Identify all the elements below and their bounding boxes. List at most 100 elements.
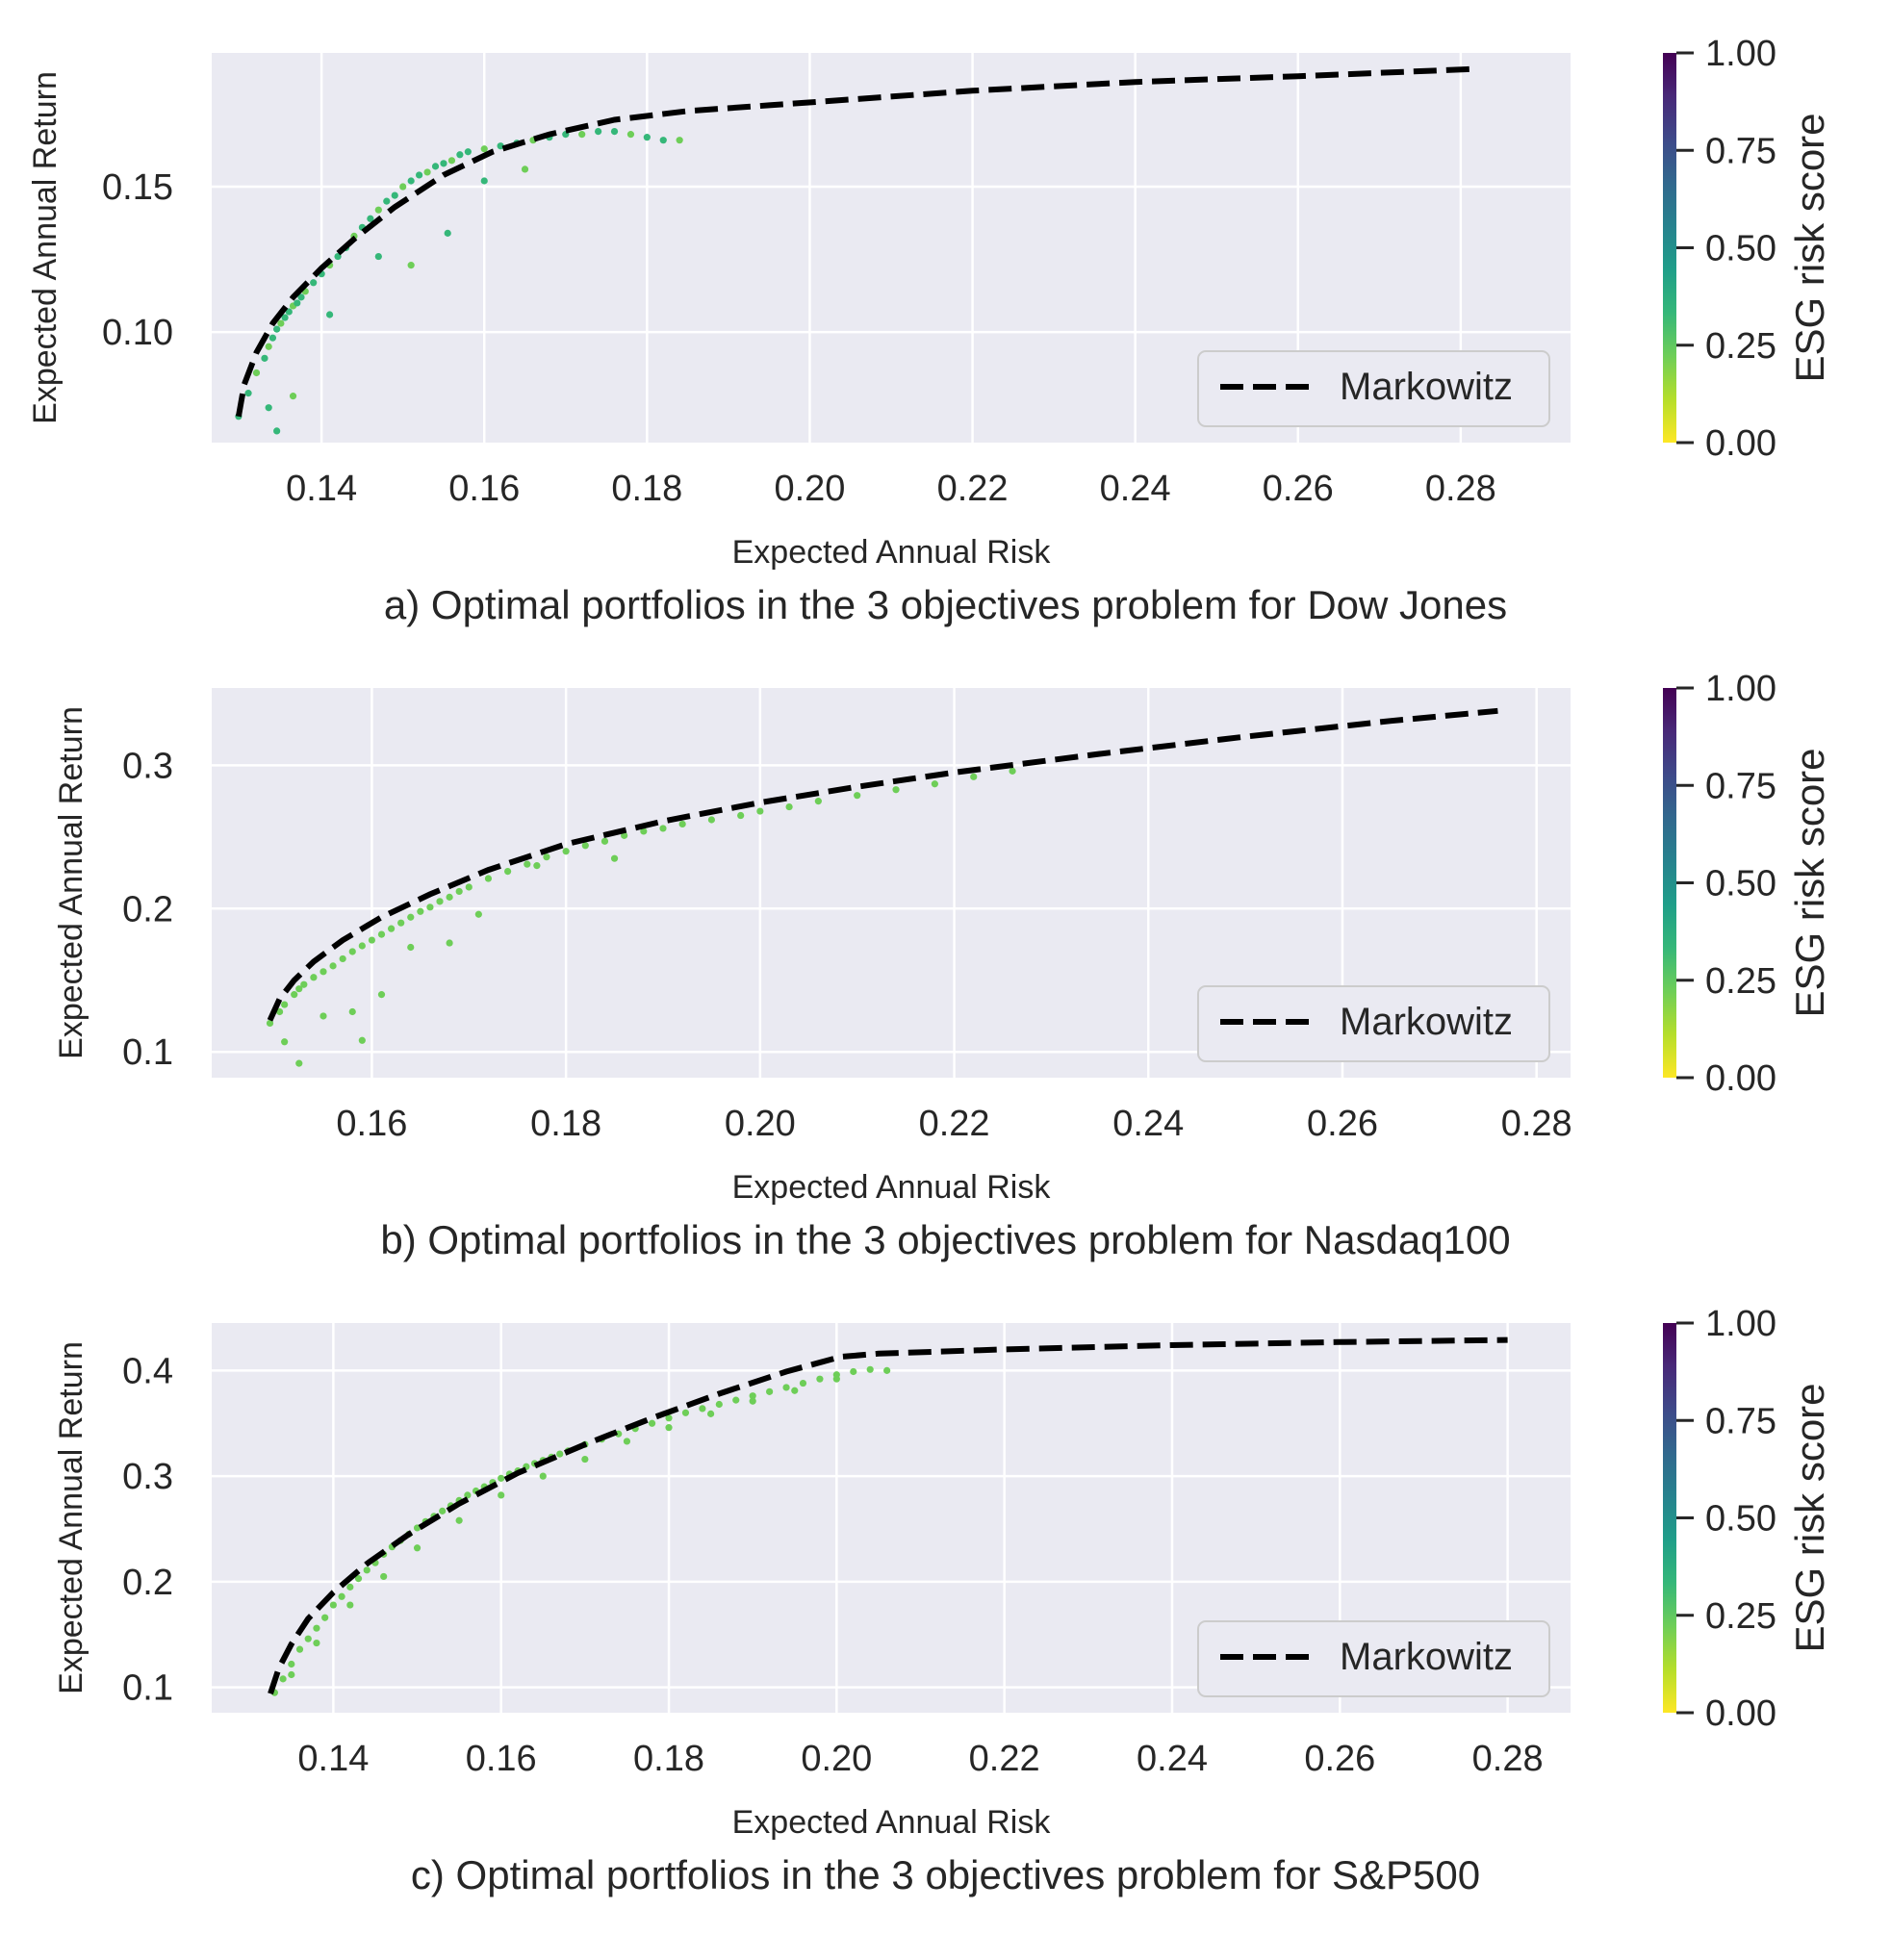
portfolio-point xyxy=(407,943,415,952)
x-tick-label: 0.20 xyxy=(774,469,845,509)
portfolio-point xyxy=(447,157,456,165)
panel-dow-jones: 0.14 0.16 0.18 0.20 0.22 0.24 0.26 0.28 0.10 0.15… xyxy=(0,0,1891,654)
legend-box xyxy=(1197,985,1550,1062)
portfolio-point xyxy=(676,137,683,144)
portfolio-point xyxy=(621,831,628,839)
portfolio-point xyxy=(581,1455,589,1464)
portfolio-point xyxy=(681,1409,690,1416)
caption-sp500: c) Optimal portfolios in the 3 objective… xyxy=(410,1852,1481,1897)
portfolio-point xyxy=(707,1410,715,1417)
portfolio-point xyxy=(291,991,298,999)
portfolio-point xyxy=(439,1507,447,1515)
portfolio-point xyxy=(970,773,978,780)
portfolio-point xyxy=(756,807,764,815)
portfolio-point xyxy=(766,1387,774,1395)
chart-dow-jones: 0.14 0.16 0.18 0.20 0.22 0.24 0.26 0.28 0.10 0.15… xyxy=(27,34,1832,571)
portfolio-point xyxy=(288,1660,295,1668)
colorbar-tick-label: 0.50 xyxy=(1705,1499,1776,1540)
portfolio-point xyxy=(626,131,635,139)
portfolio-point xyxy=(297,293,305,301)
portfolio-point xyxy=(281,1038,289,1046)
portfolio-point xyxy=(319,1012,327,1020)
portfolio-point xyxy=(294,299,301,307)
portfolio-point xyxy=(288,1670,295,1679)
colorbar xyxy=(1663,688,1676,1078)
portfolio-point xyxy=(423,168,431,176)
x-tick-label: 0.24 xyxy=(1100,469,1171,509)
chart-sp500: 0.14 0.16 0.18 0.20 0.22 0.24 0.26 0.28 0.1 0.2 0.… xyxy=(53,1304,1832,1841)
y-tick-label: 0.15 xyxy=(102,167,173,208)
portfolio-point xyxy=(276,1007,284,1016)
portfolio-point xyxy=(480,145,488,153)
portfolio-point xyxy=(556,1450,564,1458)
portfolio-point xyxy=(289,393,297,400)
legend-box xyxy=(1197,350,1550,427)
portfolio-point xyxy=(431,163,440,170)
colorbar-tick-label: 0.00 xyxy=(1705,423,1776,464)
portfolio-point xyxy=(374,252,382,261)
colorbar-tick-label: 0.75 xyxy=(1705,766,1776,806)
x-tick-label: 0.16 xyxy=(448,469,520,509)
y-tick-label: 0.1 xyxy=(122,1032,173,1073)
portfolio-point xyxy=(699,1405,706,1413)
portfolio-point xyxy=(436,898,444,905)
portfolio-point xyxy=(426,904,434,911)
portfolio-point xyxy=(300,980,308,988)
y-tick-label: 0.1 xyxy=(122,1668,173,1709)
portfolio-point xyxy=(455,887,463,896)
portfolio-point xyxy=(363,1566,371,1574)
portfolio-point xyxy=(391,191,398,199)
x-tick-label: 0.22 xyxy=(919,1104,990,1144)
legend-label: Markowitz xyxy=(1340,366,1513,408)
portfolio-point xyxy=(1009,767,1016,775)
panel-nasdaq100: 0.16 0.18 0.20 0.22 0.24 0.26 0.28 0.1 0.2 0.3 Exp… xyxy=(0,635,1891,1289)
portfolio-point xyxy=(643,134,651,141)
y-tick-label: 0.2 xyxy=(122,1563,173,1603)
colorbar xyxy=(1663,1323,1676,1713)
colorbar-label: ESG risk score xyxy=(1787,1383,1832,1652)
portfolio-point xyxy=(785,802,793,811)
portfolio-point xyxy=(417,907,424,915)
portfolio-point xyxy=(659,137,667,144)
portfolio-point xyxy=(281,314,289,321)
portfolio-point xyxy=(321,1614,329,1621)
portfolio-point xyxy=(346,1601,354,1609)
x-tick-label: 0.24 xyxy=(1112,1104,1184,1144)
x-tick-label: 0.26 xyxy=(1304,1739,1375,1779)
portfolio-point xyxy=(277,319,285,327)
portfolio-point xyxy=(397,919,405,927)
y-tick-label: 0.10 xyxy=(102,313,173,353)
portfolio-point xyxy=(581,842,589,850)
y-axis-label: Expected Annual Return xyxy=(27,71,64,424)
portfolio-point xyxy=(665,1414,673,1422)
portfolio-point xyxy=(659,825,667,832)
portfolio-point xyxy=(814,798,822,805)
x-tick-label: 0.22 xyxy=(969,1739,1040,1779)
x-tick-label: 0.16 xyxy=(336,1104,407,1144)
portfolio-point xyxy=(850,1367,857,1376)
x-tick-label: 0.24 xyxy=(1137,1739,1208,1779)
portfolio-point xyxy=(791,1387,799,1394)
x-tick-label: 0.18 xyxy=(530,1104,601,1144)
portfolio-point xyxy=(407,913,415,921)
portfolio-point xyxy=(266,1019,274,1028)
legend-label: Markowitz xyxy=(1340,1636,1513,1678)
portfolio-point xyxy=(610,854,619,862)
colorbar-tick-label: 0.00 xyxy=(1705,1693,1776,1734)
portfolio-point xyxy=(456,151,464,159)
panel-sp500: 0.14 0.16 0.18 0.20 0.22 0.24 0.26 0.28 0.1 0.2 0.… xyxy=(0,1270,1891,1924)
portfolio-point xyxy=(295,1059,303,1067)
colorbar-tick-label: 0.25 xyxy=(1705,326,1776,367)
portfolio-point xyxy=(533,862,541,870)
x-tick-label: 0.20 xyxy=(725,1104,796,1144)
portfolio-point xyxy=(623,1438,631,1445)
portfolio-point xyxy=(265,404,272,412)
portfolio-point xyxy=(543,853,550,861)
portfolio-point xyxy=(319,968,327,976)
portfolio-point xyxy=(273,325,281,333)
portfolio-point xyxy=(816,1375,824,1383)
portfolio-point xyxy=(377,930,386,938)
portfolio-point xyxy=(313,1639,320,1647)
portfolio-point xyxy=(464,148,472,156)
x-tick-label: 0.22 xyxy=(937,469,1009,509)
